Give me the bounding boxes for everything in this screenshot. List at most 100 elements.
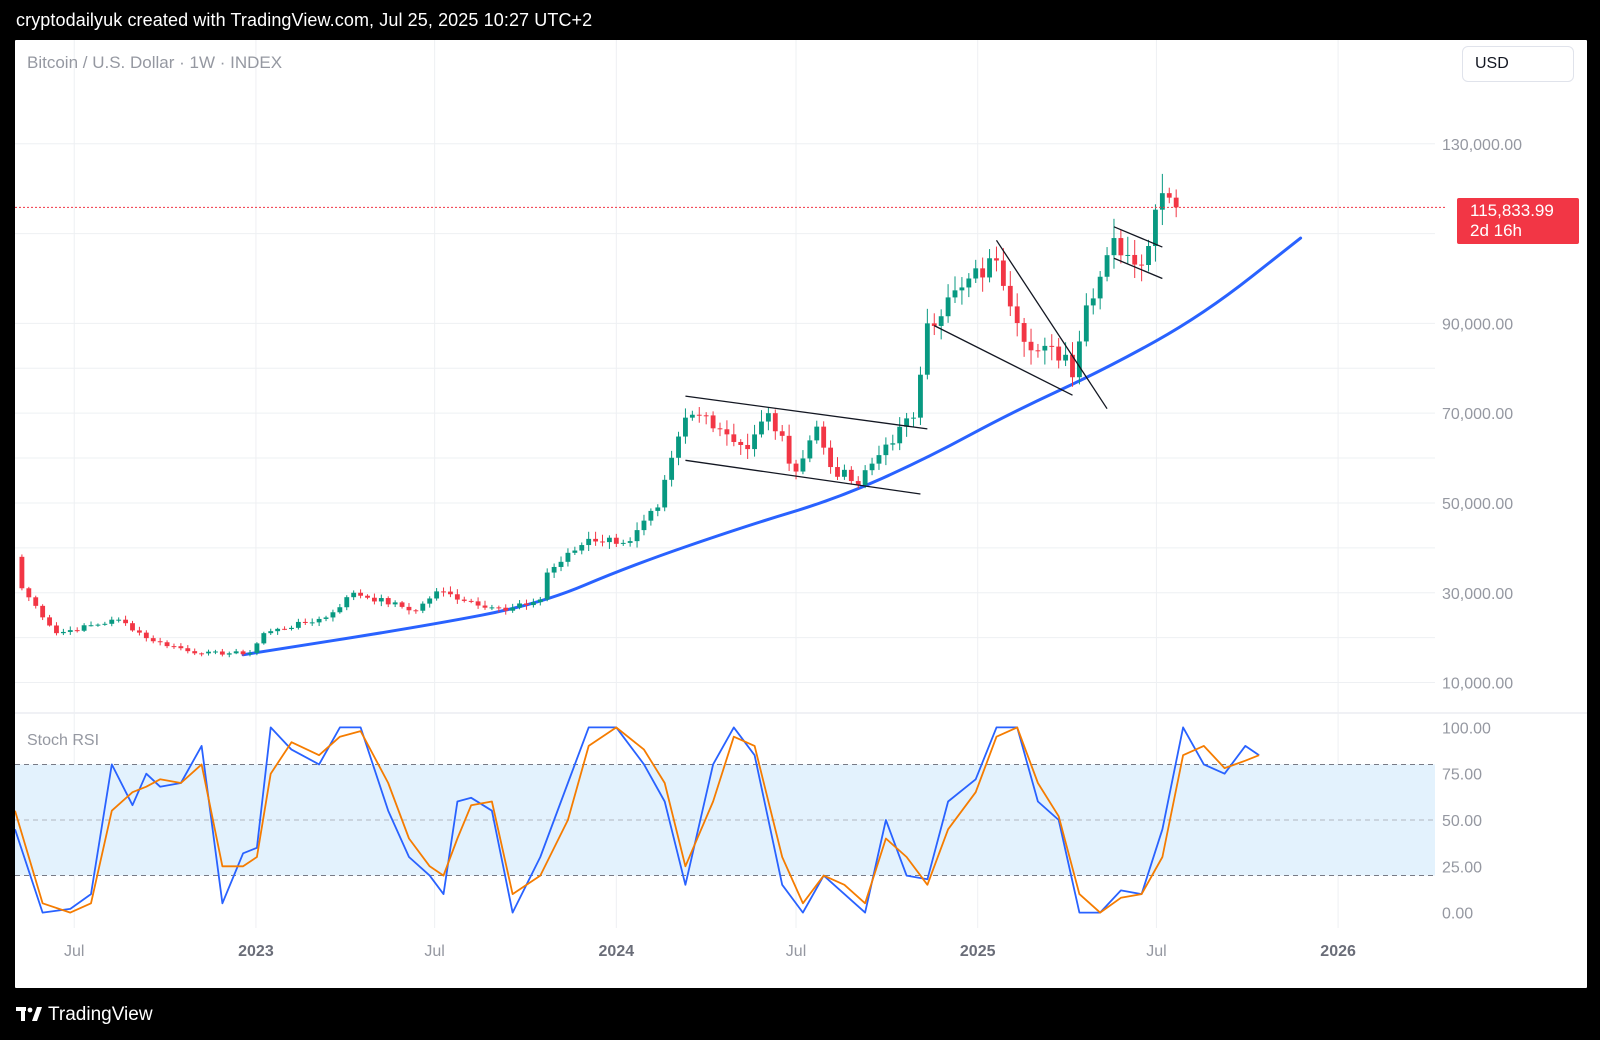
candle-body — [765, 413, 771, 422]
candle-body — [261, 633, 267, 644]
candle-body — [883, 444, 889, 456]
candle-body — [399, 602, 405, 607]
candle-body — [337, 607, 343, 613]
candle-body — [855, 481, 861, 485]
candle-body — [489, 607, 495, 609]
candle-body — [793, 463, 799, 472]
stoch-tick-label: 100.00 — [1442, 720, 1491, 737]
candle-body — [240, 651, 246, 655]
candle-body — [454, 594, 460, 600]
candle-body — [524, 603, 529, 606]
candle-body — [1111, 238, 1117, 256]
stoch-d-line — [15, 726, 1260, 914]
candle-body — [199, 653, 205, 655]
candle-body — [461, 599, 467, 601]
candle-body — [226, 653, 232, 655]
candle-body — [275, 628, 281, 632]
candle-body — [289, 627, 294, 630]
chart-canvas[interactable]: 10,000.00 30,000.00 50,000.00 70,000.00 90,0… — [15, 40, 1587, 988]
candle-body — [952, 290, 958, 298]
candle-body — [800, 458, 806, 472]
brand-name: TradingView — [48, 1004, 153, 1025]
bar-countdown: 2d 16h — [1470, 221, 1522, 241]
candle-body — [814, 426, 820, 441]
candle-body — [26, 588, 32, 598]
candle-body — [641, 520, 647, 531]
candle-body — [600, 541, 605, 543]
candle-body — [130, 623, 135, 631]
time-tick-label: Jul — [1146, 943, 1166, 960]
candle-body — [441, 591, 446, 593]
parabolic-support-curve — [241, 236, 1303, 657]
candle-body — [109, 619, 115, 624]
currency-button[interactable]: USD — [1462, 46, 1574, 82]
candle-body — [537, 599, 543, 603]
pattern-trendline — [933, 325, 1073, 396]
candle-body — [1035, 350, 1041, 352]
candle-body — [565, 552, 571, 562]
last-price-value: 115,833.99 — [1470, 201, 1554, 221]
candle-body — [593, 538, 599, 542]
candle-body — [530, 602, 536, 606]
candle-body — [904, 418, 910, 427]
candle-body — [634, 530, 640, 542]
chart-panel[interactable]: 10,000.00 30,000.00 50,000.00 70,000.00 90,0… — [15, 40, 1587, 988]
candle-body — [1042, 345, 1048, 351]
time-tick-label: Jul — [786, 943, 806, 960]
candle-body — [54, 625, 59, 634]
candle-body — [1070, 354, 1075, 378]
time-tick-label: 2025 — [960, 943, 996, 960]
chart-caption: cryptodailyuk created with TradingView.c… — [16, 10, 593, 30]
candle-body — [544, 572, 550, 600]
candle-body — [406, 606, 412, 611]
candle-body — [1166, 193, 1172, 198]
candle-body — [1104, 255, 1110, 277]
candle-body — [1159, 193, 1165, 210]
candle-body — [897, 426, 903, 444]
candle-body — [1056, 346, 1062, 361]
candle-body — [503, 607, 509, 611]
candle-body — [475, 601, 481, 606]
candle-body — [371, 597, 377, 602]
last-price-badge: 115,833.99 2d 16h — [1457, 198, 1579, 245]
candle-body — [392, 602, 398, 605]
candle-body — [95, 624, 101, 626]
price-tick-label: 130,000.00 — [1442, 137, 1522, 154]
candle-body — [185, 648, 191, 652]
candle-body — [358, 592, 364, 596]
candle-body — [434, 591, 440, 599]
candle-body — [517, 603, 522, 608]
candle-body — [157, 641, 163, 643]
pattern-trendline — [995, 239, 1108, 410]
candle-body — [330, 612, 336, 618]
candle-body — [1076, 341, 1082, 378]
candles-layer — [19, 173, 1179, 658]
time-tick-label: Jul — [64, 943, 84, 960]
candle-body — [862, 470, 868, 485]
stoch-rsi-title[interactable]: Stoch RSI — [27, 732, 100, 749]
brand-logo[interactable]: TradingView — [16, 1004, 153, 1026]
candle-body — [19, 556, 25, 589]
candle-body — [1049, 345, 1055, 347]
candle-body — [890, 443, 896, 445]
candle-body — [233, 651, 239, 654]
price-axis-labels: 10,000.00 30,000.00 50,000.00 70,000.00 90,0… — [1442, 137, 1522, 923]
stoch-tick-label: 0.00 — [1442, 906, 1473, 923]
candle-body — [876, 455, 882, 464]
candle-body — [869, 463, 875, 471]
candle-body — [33, 597, 39, 606]
candle-body — [710, 415, 716, 429]
candle-body — [192, 651, 198, 654]
candle-body — [116, 619, 122, 621]
candle-body — [81, 625, 87, 631]
candle-body — [295, 621, 301, 628]
candle-body — [420, 603, 426, 611]
candle-body — [959, 287, 965, 291]
candle-body — [1125, 254, 1131, 256]
price-tick-label: 70,000.00 — [1442, 406, 1513, 423]
candle-body — [994, 258, 999, 261]
candle-body — [1007, 285, 1013, 307]
stoch-band — [15, 763, 1435, 877]
candle-body — [973, 268, 979, 279]
candle-body — [786, 435, 792, 464]
